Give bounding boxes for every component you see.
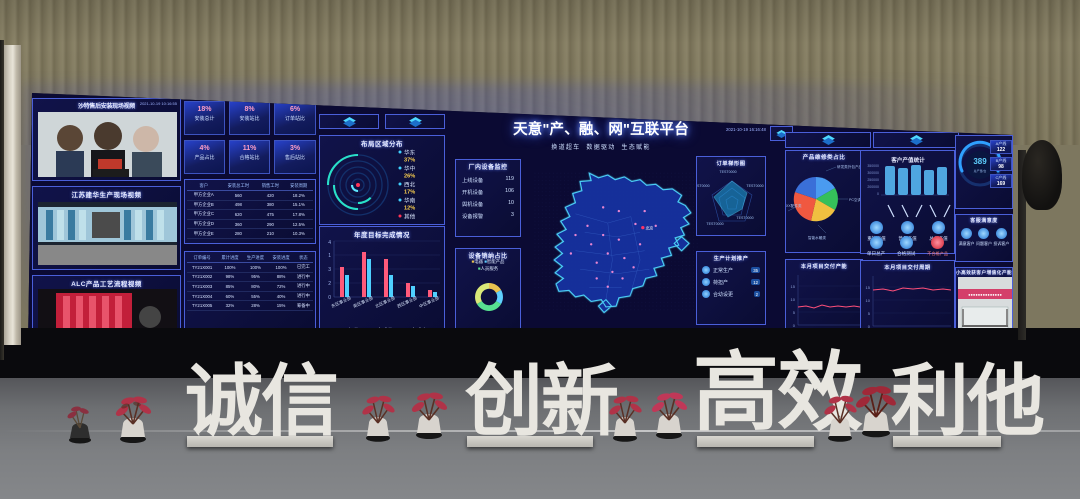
svg-text:15: 15 <box>866 285 871 290</box>
svg-text:15: 15 <box>791 284 796 289</box>
svg-text:华中: 华中 <box>404 165 416 173</box>
svg-text:TEST0000: TEST0000 <box>719 170 736 174</box>
svg-text:●●●●●●●●●●●●●●: ●●●●●●●●●●●●●● <box>968 292 1002 297</box>
svg-text:0: 0 <box>877 192 879 196</box>
svg-text:总产量/台: 总产量/台 <box>974 168 987 173</box>
svg-text:3: 3 <box>328 267 331 273</box>
svg-text:北京: 北京 <box>646 226 654 231</box>
svg-text:250000: 250000 <box>867 178 879 182</box>
svg-text:TEST0000: TEST0000 <box>697 184 710 188</box>
svg-text:XX配件类: XX配件类 <box>786 203 802 208</box>
svg-text:26%: 26% <box>404 174 415 180</box>
svg-text:200000: 200000 <box>867 185 879 189</box>
svg-text:其他: 其他 <box>404 213 416 221</box>
svg-text:TEST0000: TEST0000 <box>746 184 763 188</box>
svg-text:TEST0000: TEST0000 <box>706 222 723 226</box>
svg-text:4: 4 <box>328 240 331 246</box>
svg-text:研发类外包产品: 研发类外包产品 <box>837 164 863 169</box>
svg-text:华东: 华东 <box>404 149 416 157</box>
svg-text:10: 10 <box>866 298 871 303</box>
svg-text:350000: 350000 <box>867 164 879 168</box>
svg-text:1: 1 <box>328 253 331 259</box>
svg-text:客户产值统计: 客户产值统计 <box>890 156 925 164</box>
svg-text:智能水暖类: 智能水暖类 <box>808 235 826 240</box>
svg-text:17%: 17% <box>404 190 415 196</box>
svg-text:0: 0 <box>328 295 331 301</box>
svg-text:300000: 300000 <box>867 171 879 175</box>
svg-text:西北: 西北 <box>404 181 416 189</box>
svg-text:12%: 12% <box>404 206 415 212</box>
svg-text:10: 10 <box>791 297 796 302</box>
svg-text:2: 2 <box>328 281 331 287</box>
svg-text:5: 5 <box>868 311 871 316</box>
svg-text:TEST0000: TEST0000 <box>736 216 753 220</box>
svg-text:389: 389 <box>973 157 987 166</box>
svg-text:5: 5 <box>793 310 796 315</box>
svg-text:37%: 37% <box>404 158 415 164</box>
svg-text:华南: 华南 <box>404 197 416 205</box>
